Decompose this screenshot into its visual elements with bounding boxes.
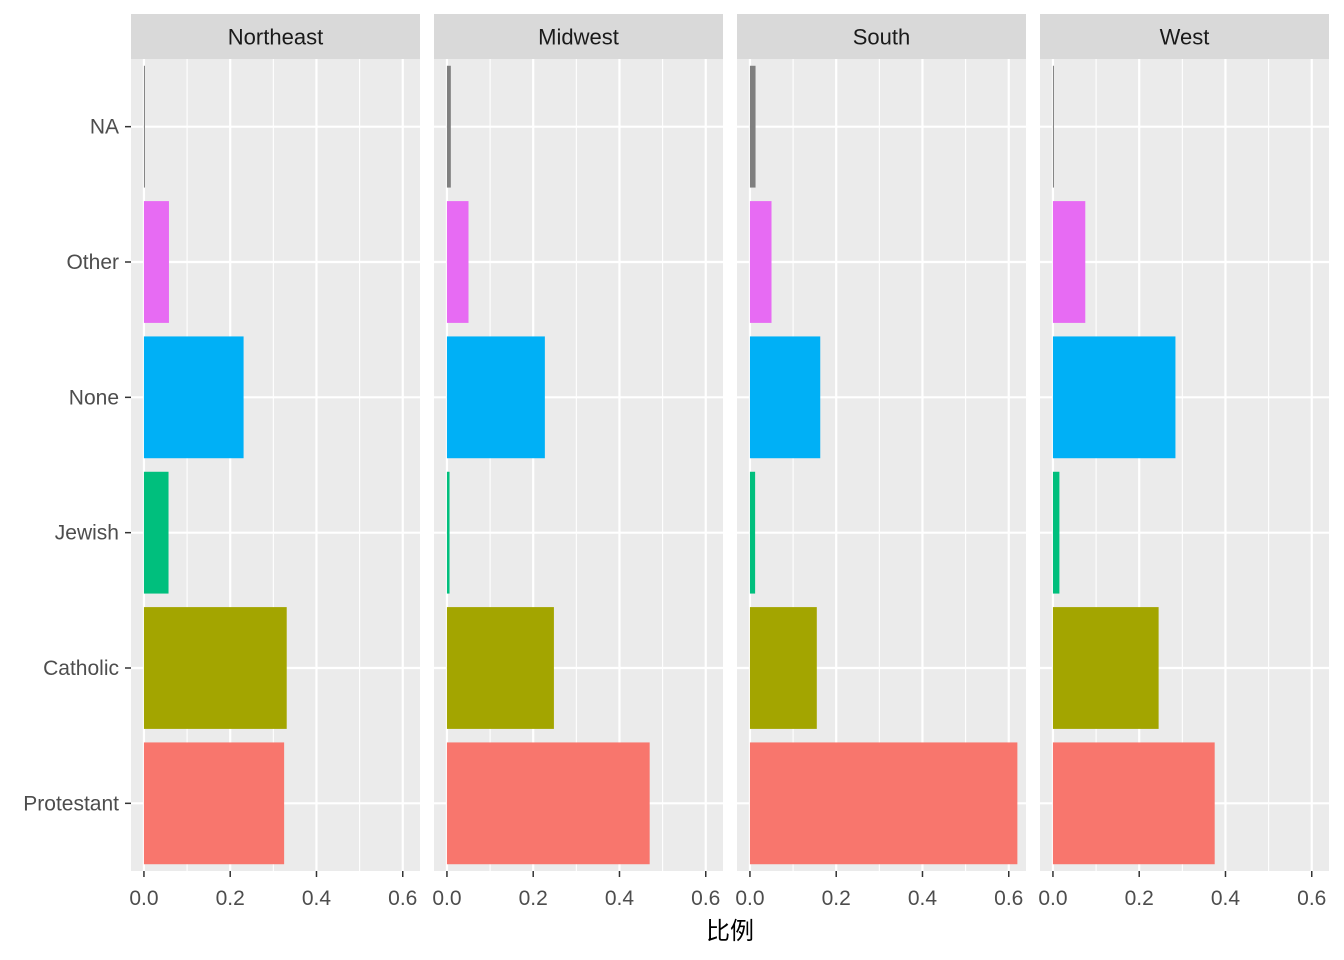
x-tick-label: 0.0: [432, 887, 461, 910]
facet-panel-northeast: Northeast 0.0 0.2 0.4 0.6: [129, 14, 420, 910]
facet-title: Midwest: [538, 25, 619, 50]
bar-northeast-na: [143, 65, 145, 188]
bar-midwest-jewish: [446, 471, 450, 594]
facet-strip: [737, 14, 1026, 59]
x-tick-label: 0.6: [994, 887, 1023, 910]
bar-northeast-catholic: [143, 607, 287, 729]
y-tick-label-protestant: Protestant: [23, 792, 119, 815]
facet-title: West: [1160, 25, 1210, 50]
bar-south-catholic: [749, 607, 817, 729]
y-tick-label-jewish: Jewish: [55, 522, 119, 545]
facet-strip: [1040, 14, 1329, 59]
bar-west-catholic: [1052, 607, 1159, 729]
facet-title: South: [853, 25, 911, 50]
bar-west-none: [1052, 336, 1176, 459]
panel-background: [434, 59, 723, 871]
bar-south-jewish: [749, 471, 756, 594]
facet-title: Northeast: [228, 25, 323, 50]
bar-south-na: [749, 65, 756, 188]
x-tick-label: 0.0: [129, 887, 158, 910]
x-tick-label: 0.0: [735, 887, 764, 910]
x-tick-label: 0.4: [908, 887, 938, 910]
x-tick-label: 0.2: [519, 887, 548, 910]
x-tick-label: 0.6: [691, 887, 720, 910]
x-tick-label: 0.2: [216, 887, 245, 910]
bar-west-protestant: [1052, 742, 1215, 865]
y-tick-label-other: Other: [66, 251, 119, 274]
facet-panels: Northeast 0.0 0.2 0.4 0.6 Midwest 0.0 0.2 0.4 0.6…: [129, 14, 1329, 910]
bar-south-other: [749, 201, 772, 323]
x-tick-label: 0.6: [388, 887, 417, 910]
x-tick-label: 0.4: [605, 887, 635, 910]
bar-midwest-none: [446, 336, 545, 459]
x-tick-label: 0.2: [1125, 887, 1154, 910]
bar-northeast-protestant: [143, 742, 285, 865]
x-tick-label: 0.0: [1038, 887, 1067, 910]
panel-background: [131, 59, 420, 871]
bar-south-none: [749, 336, 821, 459]
bar-northeast-none: [143, 336, 244, 459]
facet-strip: [131, 14, 420, 59]
x-tick-label: 0.4: [302, 887, 332, 910]
panel-background: [1040, 59, 1329, 871]
bar-midwest-protestant: [446, 742, 650, 865]
x-tick-label: 0.2: [822, 887, 851, 910]
bar-west-na: [1052, 65, 1054, 188]
x-tick-label: 0.6: [1297, 887, 1326, 910]
x-tick-label: 0.4: [1211, 887, 1241, 910]
bar-west-jewish: [1052, 471, 1060, 594]
facet-panel-midwest: Midwest 0.0 0.2 0.4 0.6: [432, 14, 723, 910]
y-axis-labels: Protestant Catholic Jewish None Other NA: [23, 116, 131, 815]
x-axis-title: 比例: [706, 918, 754, 945]
bar-midwest-catholic: [446, 607, 554, 729]
y-tick-label-none: None: [69, 386, 119, 409]
facet-strip: [434, 14, 723, 59]
bar-northeast-other: [143, 201, 169, 323]
bar-midwest-na: [446, 65, 451, 188]
panel-background: [737, 59, 1026, 871]
bar-midwest-other: [446, 201, 469, 323]
bar-south-protestant: [749, 742, 1018, 865]
y-tick-label-catholic: Catholic: [43, 657, 119, 680]
facet-panel-south: South 0.0 0.2 0.4 0.6: [735, 14, 1026, 910]
bar-west-other: [1052, 201, 1086, 323]
y-tick-label-na: NA: [90, 116, 119, 139]
bar-northeast-jewish: [143, 471, 169, 594]
facet-panel-west: West 0.0 0.2 0.4 0.6: [1038, 14, 1329, 910]
